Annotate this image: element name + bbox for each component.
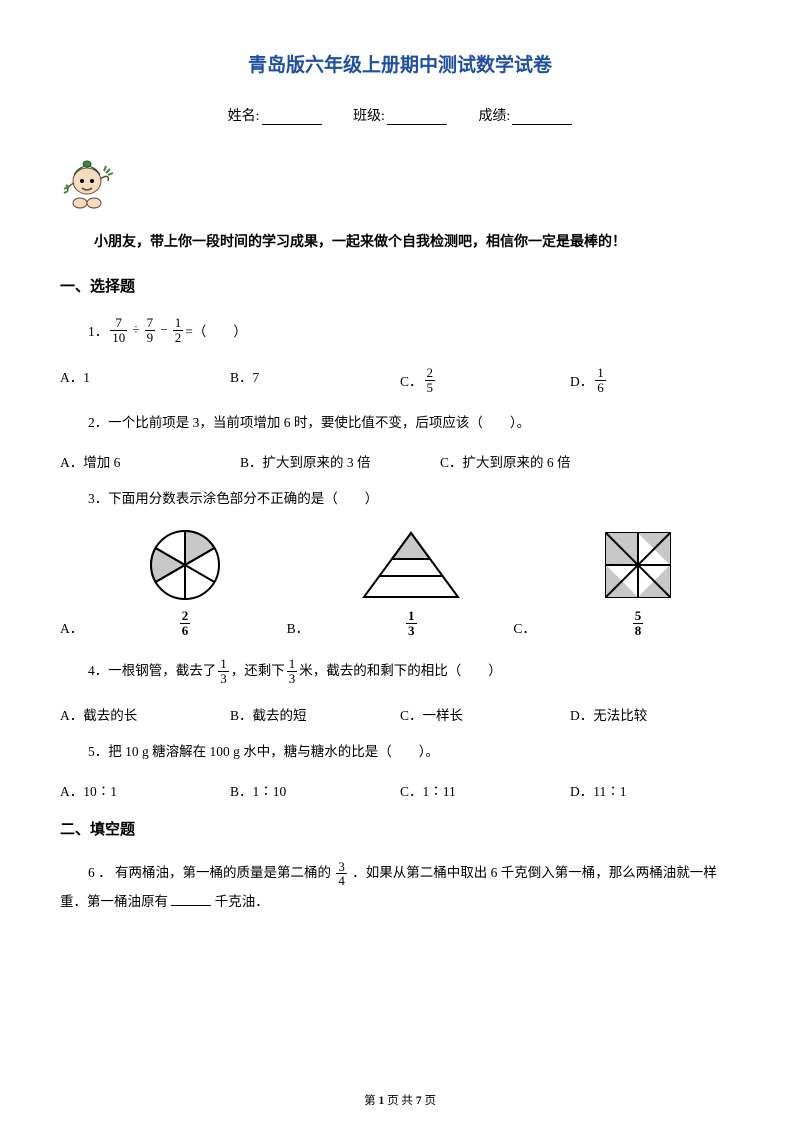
q3-a-label: A． (60, 617, 83, 637)
score-label: 成绩: (478, 109, 510, 124)
q4-frac1: 13 (218, 657, 229, 685)
exam-page: 青岛版六年级上册期中测试数学试卷 姓名: 班级: 成绩: 小朋友，带上你一段时间… (0, 0, 800, 1132)
class-blank[interactable] (387, 110, 447, 125)
q4: 4．一根钢管，截去了 13 ，还剩下 13 米，截去的和剩下的相比（ ） (60, 657, 740, 685)
q4-opt-b: B．截去的短 (230, 704, 400, 724)
q1-num: 1． (88, 320, 108, 340)
q4-p3: 米，截去的和剩下的相比（ ） (299, 661, 502, 681)
q4-frac2: 13 (287, 657, 298, 685)
q3-options: A． 26 B． (60, 527, 740, 637)
q4-options: A．截去的长 B．截去的短 C．一样长 D．无法比较 (60, 704, 740, 724)
q5-opt-b: B．1∶10 (230, 780, 400, 800)
q2-options: A．增加 6 B．扩大到原来的 3 倍 C．扩大到原来的 6 倍 (60, 451, 740, 471)
mascot-row (60, 151, 740, 213)
q3-b-label: B． (287, 617, 310, 637)
section-2-heading: 二、填空题 (60, 818, 740, 839)
q5-opt-a: A．10∶1 (60, 780, 230, 800)
q3-opt-b: B． 13 (287, 527, 514, 637)
q5-text: 5．把 10 g 糖溶解在 100 g 水中，糖与糖水的比是（ ）。 (60, 742, 740, 762)
q3-fig-c: 58 (600, 527, 676, 637)
q2-opt-b: B．扩大到原来的 3 倍 (240, 451, 440, 471)
q1-options: A．1 B．7 C．25 D．16 (60, 366, 740, 394)
q4-opt-a: A．截去的长 (60, 704, 230, 724)
class-label: 班级: (353, 109, 385, 124)
mascot-icon (60, 151, 116, 213)
q1-frac2: 79 (145, 316, 156, 344)
q1-minus: − (160, 322, 168, 338)
q6-frac: 34 (336, 860, 347, 888)
q1-frac1: 710 (110, 316, 127, 344)
q5-opt-d: D．11∶1 (570, 780, 740, 800)
q3-opt-a: A． 26 (60, 527, 287, 637)
name-blank[interactable] (262, 110, 322, 125)
q1-frac3: 12 (173, 316, 184, 344)
q2-text: 2．一个比前项是 3，当前项增加 6 时，要使比值不变，后项应该（ ）。 (60, 413, 740, 433)
q1-opt-b: B．7 (230, 366, 400, 394)
q1-eq: =（ ） (185, 320, 247, 340)
q1-opt-d: D．16 (570, 366, 740, 394)
section-1-heading: 一、选择题 (60, 275, 740, 296)
q1-opt-c: C．25 (400, 366, 570, 394)
q4-p2: ，还剩下 (231, 661, 285, 681)
q1: 1． 710 ÷ 79 − 12 =（ ） (60, 316, 740, 344)
q3-text: 3．下面用分数表示涂色部分不正确的是（ ） (60, 489, 740, 509)
q4-p1: 4．一根钢管，截去了 (88, 661, 216, 681)
page-footer: 第 1 页 共 7 页 (0, 1092, 800, 1108)
q3-c-label: C． (513, 617, 536, 637)
q1-opt-a: A．1 (60, 366, 230, 394)
q6-blank[interactable] (171, 893, 211, 906)
page-title: 青岛版六年级上册期中测试数学试卷 (60, 50, 740, 77)
q6: 6 ． 有两桶油，第一桶的质量是第二桶的 34 ．如果从第二桶中取出 6 千克倒… (60, 859, 740, 915)
q2-opt-c: C．扩大到原来的 6 倍 (440, 451, 740, 471)
q3-fig-a: 26 (147, 527, 223, 637)
q5-opt-c: C．1∶11 (400, 780, 570, 800)
q4-opt-c: C．一样长 (400, 704, 570, 724)
q6-p2: ．如果从第二桶中取出 6 千克倒入第一桶，那么两桶油就一样 (352, 865, 717, 880)
q6-p4: 千克油． (215, 894, 269, 909)
q6-p1: 6 ． 有两桶油，第一桶的质量是第二桶的 (88, 865, 331, 880)
q5-options: A．10∶1 B．1∶10 C．1∶11 D．11∶1 (60, 780, 740, 800)
student-info-line: 姓名: 班级: 成绩: (60, 105, 740, 125)
q3-opt-c: C． 58 (513, 527, 740, 637)
q2-opt-a: A．增加 6 (60, 451, 240, 471)
q3-fig-b: 13 (356, 527, 466, 637)
name-label: 姓名: (228, 109, 260, 124)
tip-text: 小朋友，带上你一段时间的学习成果，一起来做个自我检测吧，相信你一定是最棒的！ (60, 231, 740, 257)
score-blank[interactable] (512, 110, 572, 125)
q1-div: ÷ (132, 322, 139, 338)
q4-opt-d: D．无法比较 (570, 704, 740, 724)
q6-p3: 重．第一桶油原有 (60, 894, 168, 909)
